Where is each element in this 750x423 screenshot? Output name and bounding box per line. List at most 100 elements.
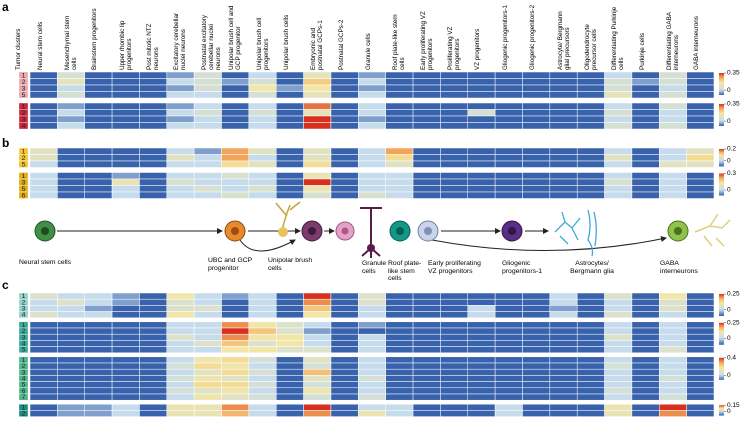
heatmap-cell [494,191,523,199]
heatmap-cell [358,346,386,354]
heatmap-cell [221,78,250,86]
heatmap-cell [631,178,660,186]
heatmap-cell [686,327,715,335]
heatmap-cell [193,115,222,123]
heatmap-cell [440,321,469,329]
heatmap-cell [412,91,441,99]
heatmap-cell [522,327,551,335]
heatmap-cell [467,305,496,312]
heatmap-cell [604,340,633,347]
heatmap-cell [440,375,469,382]
heatmap-cell [221,185,250,193]
heatmap-cell [166,154,195,162]
column-header: Roof plate-like stem cells [392,14,407,70]
heatmap-cell [385,298,414,306]
heatmap-cell [166,362,195,370]
row-label: 3 [22,85,26,92]
heatmap-cell [412,78,441,86]
heatmap-cell [467,410,496,417]
heatmap-cell [412,298,441,306]
heatmap-cell [111,410,140,417]
heatmap-cell [221,191,250,199]
heatmap-cell [29,346,58,354]
heatmap-cell [275,292,304,300]
heatmap-cell [631,298,660,306]
heatmap-cell [385,375,414,382]
heatmap-cell [57,410,85,417]
heatmap-cell [522,298,551,306]
heatmap-cell [412,362,441,370]
heatmap-cell [631,393,660,401]
heatmap-cell [84,362,113,370]
heatmap-cell [659,375,687,382]
heatmap-cell [303,91,332,99]
heatmap-cell [248,346,277,354]
heatmap-cell [440,362,469,370]
cell-icon [360,207,382,258]
diagram-label: Gliogenic progenitors-1 [502,260,543,275]
heatmap-cell [412,311,441,319]
heatmap-cell [631,91,660,99]
heatmap-cell [494,185,523,193]
heatmap-cell [330,178,359,186]
heatmap-cell [29,84,58,92]
heatmap-cell [467,191,496,199]
heatmap-cell [166,115,195,123]
heatmap-cell [631,71,660,79]
heatmap-cell [604,172,633,180]
heatmap-cell [139,109,168,117]
heatmap-cell [166,403,195,411]
column-header: Post mitotic NTZ neurons [146,23,161,70]
heatmap-cell [412,178,441,186]
heatmap-cell [84,381,113,389]
heatmap-cell [84,115,113,123]
heatmap-cell [576,185,605,193]
heatmap-cell [494,147,523,155]
heatmap-cell [139,327,168,335]
heatmap-cell [193,327,222,335]
heatmap-cell [303,321,332,329]
heatmap-cell [494,381,523,389]
heatmap-cell [686,160,715,168]
heatmap-cell [330,292,359,300]
heatmap-cell [358,368,386,376]
column-header: Upper rhombic lip progenitors [118,20,133,70]
heatmap-cell [549,122,578,130]
heatmap-cell [467,321,496,329]
column-header: Early proliferating VZ progenitors [419,11,434,70]
color-scale [719,73,724,95]
heatmap-cell [111,115,140,123]
row-label: 2 [22,79,26,86]
heatmap-cell [358,102,386,110]
heatmap-cell [604,362,633,370]
scale-tick-label: 0 [727,157,731,164]
heatmap-cell [139,362,168,370]
heatmap-cell [84,305,113,312]
heatmap-cell [303,410,332,417]
heatmap-cell [440,109,469,117]
heatmap-cell [604,154,633,162]
heatmap-cell [84,172,113,180]
heatmap-cell [84,410,113,417]
heatmap-cell [275,387,304,395]
row-label: 2 [22,110,26,117]
row-label: 2 [22,299,26,306]
heatmap-cell [193,78,222,86]
heatmap-cell [84,147,113,155]
column-header: Embryonic and postnatal GCPs-1 [310,20,325,70]
heatmap-cell [248,122,277,130]
heatmap-cell [193,393,222,401]
heatmap-cell [193,333,222,341]
heatmap-cell [385,154,414,162]
row-label-box [18,191,29,199]
heatmap-cell [659,78,687,86]
heatmap-cell [576,393,605,401]
heatmap-cell [330,160,359,168]
diagram-label: Early proliferating VZ progenitors [428,260,481,275]
heatmap-cell [221,178,250,186]
heatmap-cell [686,172,715,180]
heatmap-cell [385,115,414,123]
heatmap-cell [84,298,113,306]
heatmap-cell [221,122,250,130]
row-label: 1 [22,103,26,110]
